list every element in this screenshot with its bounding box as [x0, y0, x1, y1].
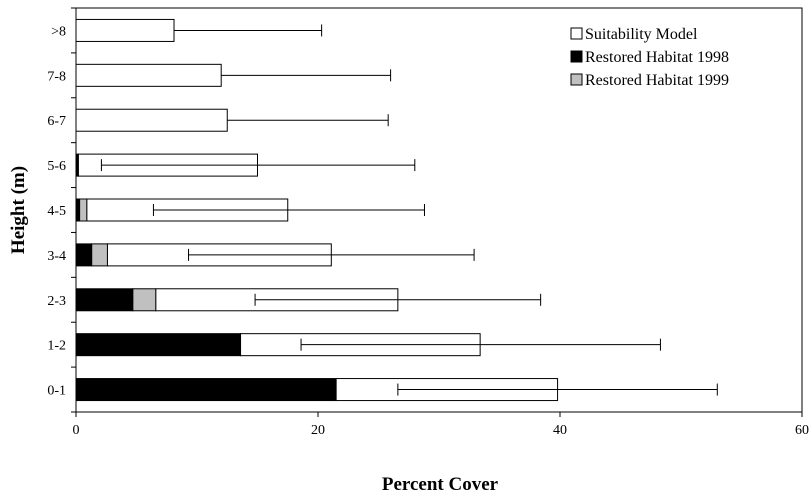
legend-swatch: [570, 50, 583, 63]
y-tick-label: 5-6: [47, 159, 66, 174]
y-tick-label: 1-2: [47, 339, 66, 354]
y-tick-label: 4-5: [47, 204, 66, 219]
y-tick-label: >8: [51, 24, 66, 39]
x-tick-label: 60: [795, 423, 809, 438]
bar-restored-habitat-1998: [75, 333, 242, 357]
plot-frame: [75, 7, 803, 413]
bar-restored-habitat-1999: [79, 198, 88, 222]
y-tick-label: 0-1: [47, 384, 66, 399]
bar-suitability-model: [75, 18, 175, 42]
y-tick-label: 3-4: [47, 249, 66, 264]
x-tick-label: 40: [553, 423, 567, 438]
legend: Suitability Model Restored Habitat 1998 Re…: [570, 26, 729, 89]
bar-suitability-model: [75, 63, 222, 87]
x-tick-label: 20: [311, 423, 325, 438]
y-tick-label: 2-3: [47, 294, 66, 309]
legend-swatch: [570, 27, 583, 40]
y-axis-title: Height (m): [8, 166, 29, 254]
bar-restored-habitat-1998: [75, 288, 134, 312]
legend-label: Restored Habitat 1999: [585, 72, 729, 89]
plot-area: [75, 18, 718, 402]
bar-restored-habitat-1998: [75, 378, 337, 402]
legend-label: Restored Habitat 1998: [585, 49, 729, 66]
x-axis-title: Percent Cover: [382, 474, 499, 495]
bar-restored-habitat-1998: [75, 243, 93, 267]
y-tick-label: 6-7: [47, 114, 66, 129]
bar-restored-habitat-1999: [91, 243, 108, 267]
legend-swatch: [570, 73, 583, 86]
bar-restored-habitat-1998: [75, 198, 81, 222]
y-tick-label: 7-8: [47, 69, 66, 84]
bar-suitability-model: [75, 108, 228, 132]
x-tick-label: 0: [73, 423, 80, 438]
bar-restored-habitat-1999: [132, 288, 157, 312]
axes: 0-1 1-2 2-3 3-4 4-5 5-6 6-7 7-8 >8 0 20 40 60: [47, 7, 809, 438]
legend-label: Suitability Model: [585, 26, 698, 43]
